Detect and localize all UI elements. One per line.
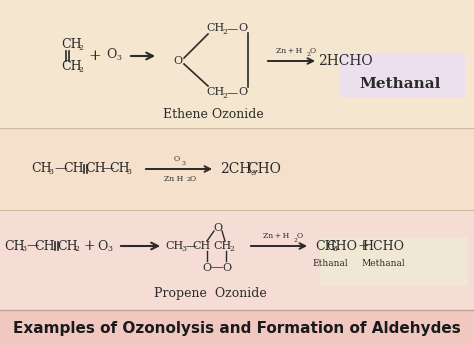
Text: CHO: CHO [327, 239, 357, 253]
Text: +: + [89, 49, 101, 63]
Text: 2: 2 [79, 66, 83, 74]
Text: CH: CH [35, 239, 55, 253]
Text: 2: 2 [223, 28, 228, 36]
Text: 2CH: 2CH [220, 162, 252, 176]
Text: CH: CH [5, 239, 25, 253]
Text: 3: 3 [332, 245, 337, 253]
Text: CH: CH [166, 241, 184, 251]
Text: CH: CH [316, 239, 337, 253]
Text: Examples of Ozonolysis and Formation of Aldehydes: Examples of Ozonolysis and Formation of … [13, 320, 461, 336]
Text: —: — [227, 24, 237, 34]
Bar [0, 128, 474, 210]
Text: O: O [173, 56, 182, 66]
Text: 3: 3 [182, 245, 186, 253]
Text: CH: CH [207, 87, 225, 97]
Text: O: O [202, 263, 211, 273]
Text: Ethanal: Ethanal [312, 258, 348, 267]
Text: —: — [55, 163, 67, 175]
Bar [0, 210, 474, 310]
Bar [0, 0, 474, 128]
Text: 2: 2 [187, 177, 191, 182]
Text: —: — [227, 88, 237, 98]
Text: O: O [106, 47, 116, 61]
Text: O: O [174, 155, 180, 163]
Bar [340, 53, 465, 98]
Text: O: O [238, 23, 247, 33]
Text: CH: CH [86, 163, 106, 175]
Text: O: O [213, 223, 223, 233]
Text: 2: 2 [74, 245, 80, 253]
Text: 3: 3 [127, 168, 131, 176]
Text: Ethene Ozonide: Ethene Ozonide [163, 108, 264, 120]
Text: Zn + H: Zn + H [263, 232, 289, 240]
Text: —: — [27, 239, 39, 253]
Bar [0, 310, 474, 346]
Text: O: O [310, 47, 316, 55]
Text: CH: CH [32, 163, 52, 175]
Text: O: O [97, 239, 107, 253]
Text: 2: 2 [223, 92, 228, 100]
Text: —: — [211, 262, 223, 274]
Text: 2HCHO: 2HCHO [318, 54, 372, 68]
Text: CH: CH [62, 60, 82, 73]
Text: +: + [357, 239, 369, 253]
Text: HCHO: HCHO [362, 239, 404, 253]
Text: 3: 3 [48, 168, 54, 176]
Text: Zn H: Zn H [164, 175, 183, 183]
Text: CH: CH [207, 23, 225, 33]
Text: 3: 3 [108, 245, 112, 253]
Text: +: + [83, 239, 95, 253]
Text: CH: CH [193, 241, 211, 251]
Text: CH: CH [214, 241, 232, 251]
Text: Methanal: Methanal [359, 77, 441, 91]
Text: CH: CH [58, 239, 78, 253]
Bar [320, 238, 468, 286]
Text: O: O [222, 263, 232, 273]
Text: O: O [190, 175, 196, 183]
Text: 2: 2 [307, 52, 311, 57]
Text: Propene  Ozonide: Propene Ozonide [154, 288, 266, 300]
Text: 3: 3 [21, 245, 27, 253]
Text: CH: CH [62, 37, 82, 51]
Text: 3: 3 [250, 169, 255, 177]
Text: CH: CH [64, 163, 84, 175]
Text: O: O [297, 232, 303, 240]
Text: O: O [238, 87, 247, 97]
Text: 2: 2 [294, 238, 298, 243]
Text: —: — [185, 241, 197, 251]
Text: 3: 3 [117, 54, 121, 62]
Text: 2: 2 [229, 245, 235, 253]
Text: CHO: CHO [247, 162, 281, 176]
Text: Zn + H: Zn + H [276, 47, 302, 55]
Text: CH: CH [109, 163, 130, 175]
Text: Methanal: Methanal [361, 258, 405, 267]
Text: —: — [102, 163, 114, 175]
Text: 3: 3 [181, 161, 185, 166]
Text: 2: 2 [79, 44, 83, 52]
